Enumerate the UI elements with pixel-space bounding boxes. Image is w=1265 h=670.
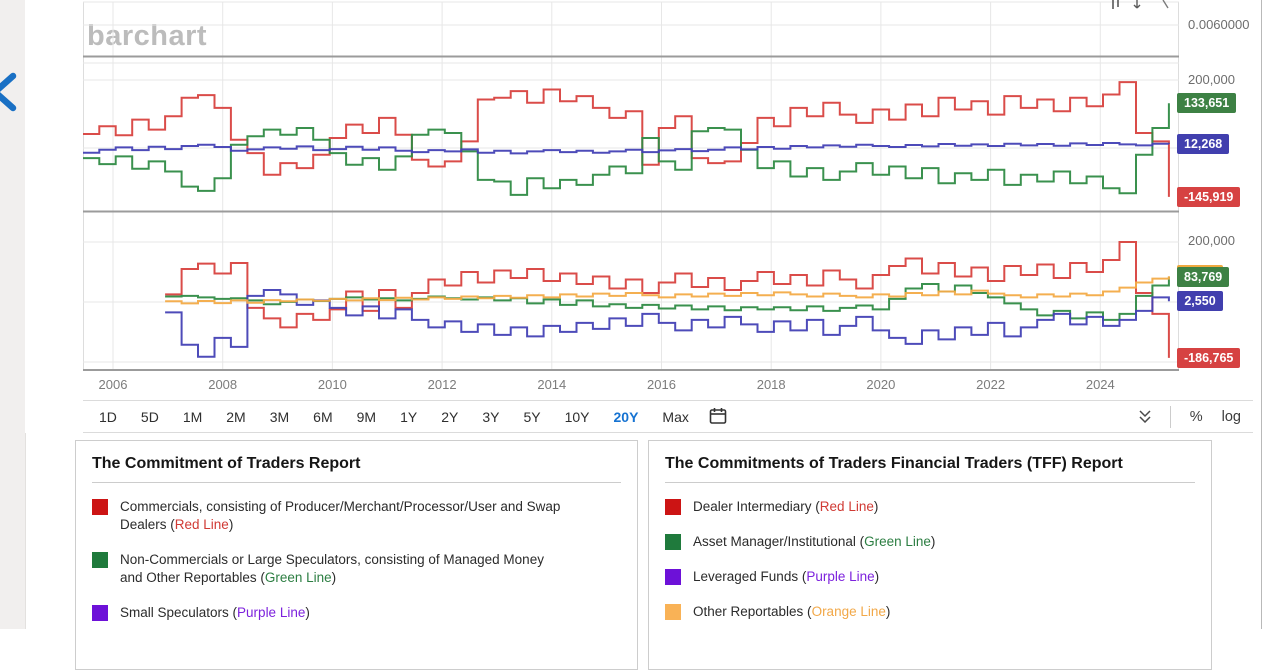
series-orange-line — [165, 276, 1170, 305]
legend-item: Leveraged Funds (Purple Line) — [665, 568, 1195, 586]
legend-line-name: Purple Line — [806, 569, 875, 584]
legend-line-name: Red Line — [174, 517, 229, 532]
x-axis-year-label: 2014 — [537, 377, 567, 392]
log-scale-button[interactable]: log — [1221, 408, 1241, 425]
series-purple-line — [83, 142, 1170, 155]
range-button-3y[interactable]: 3Y — [482, 408, 500, 425]
legend-item: Asset Manager/Institutional (Green Line) — [665, 533, 1195, 551]
legend-line-name: Orange Line — [811, 604, 886, 619]
card-title: The Commitments of Traders Financial Tra… — [665, 455, 1123, 472]
window-edge — [1261, 0, 1262, 629]
legend-swatch-icon — [92, 552, 108, 568]
cot-chart-canvas[interactable] — [83, 0, 1179, 372]
last-value-badge: 2,550 — [1177, 291, 1223, 312]
series-purple-line — [165, 289, 1170, 358]
collapse-chevrons-icon[interactable] — [1139, 410, 1151, 423]
series-red-line — [165, 241, 1170, 358]
x-axis-year-label: 2012 — [427, 377, 457, 392]
cot-legend-list: Commercials, consisting of Producer/Merc… — [92, 498, 621, 622]
legend-item-text: Leveraged Funds (Purple Line) — [693, 569, 880, 584]
range-button-9m[interactable]: 9M — [356, 408, 377, 425]
range-button-1y[interactable]: 1Y — [400, 408, 418, 425]
legend-item: Small Speculators (Purple Line) — [92, 604, 621, 622]
calendar-button[interactable] — [709, 407, 727, 427]
y-axis-label: 200,000 — [1188, 72, 1235, 88]
chart-widget: barchart 0.0060000 1D 5D 1M 2M 3M 6M 9M 1Y 2Y 3Y 5… — [25, 0, 1262, 433]
legend-item-text: Small Speculators (Purple Line) — [120, 605, 310, 620]
range-button-3m[interactable]: 3M — [269, 408, 290, 425]
legend-line-name: Red Line — [819, 499, 874, 514]
legend-swatch-icon — [665, 569, 681, 585]
card-title: The Commitment of Traders Report — [92, 455, 361, 472]
legend-swatch-icon — [665, 534, 681, 550]
last-value-badge: -186,765 — [1177, 347, 1241, 368]
legend-item: Commercials, consisting of Producer/Merc… — [92, 498, 621, 534]
x-axis-year-label: 2006 — [98, 377, 128, 392]
range-button-1d[interactable]: 1D — [99, 408, 117, 425]
x-axis-year-label: 2024 — [1085, 377, 1115, 392]
x-axis-year-label: 2022 — [976, 377, 1006, 392]
percent-scale-button[interactable]: % — [1189, 408, 1203, 425]
legend-item: Other Reportables (Orange Line) — [665, 603, 1195, 621]
legend-item-text: Other Reportables (Orange Line) — [693, 604, 891, 619]
calendar-icon — [709, 407, 727, 424]
legend-swatch-icon — [665, 604, 681, 620]
range-button-5d[interactable]: 5D — [140, 408, 159, 425]
last-value-badge: 133,651 — [1177, 93, 1237, 114]
tff-legend-list: Dealer Intermediary (Red Line) Asset Mana… — [665, 498, 1195, 621]
mini-axis-label: 0.0060000 — [1188, 17, 1250, 32]
x-axis-year-label: 2020 — [866, 377, 896, 392]
range-button-max[interactable]: Max — [662, 408, 689, 425]
range-button-6m[interactable]: 6M — [313, 408, 333, 425]
x-axis-year-label: 2008 — [208, 377, 238, 392]
legend-line-name: Purple Line — [237, 605, 306, 620]
series-green-line — [83, 103, 1170, 196]
back-chevron-icon[interactable] — [0, 72, 19, 112]
legend-swatch-icon — [665, 499, 681, 515]
legend-swatch-icon — [92, 499, 108, 515]
y-axis-label: 200,000 — [1188, 232, 1235, 248]
card-title-divider — [92, 482, 621, 483]
left-rail — [0, 0, 26, 629]
last-value-badge: 12,268 — [1177, 133, 1230, 154]
legend-item-text: Asset Manager/Institutional (Green Line) — [693, 534, 936, 549]
range-buttons: 1D 5D 1M 2M 3M 6M 9M 1Y 2Y 3Y 5Y 10Y 20Y Max — [83, 409, 699, 425]
toolbar-divider — [1169, 405, 1171, 428]
range-button-20y[interactable]: 20Y — [613, 408, 639, 425]
legend-line-name: Green Line — [864, 534, 931, 549]
legend-line-name: Green Line — [264, 570, 332, 585]
legend-item: Non-Commercials or Large Speculators, co… — [92, 551, 621, 587]
last-value-badge: 83,769 — [1177, 266, 1230, 287]
range-toolbar: 1D 5D 1M 2M 3M 6M 9M 1Y 2Y 3Y 5Y 10Y 20Y Max % log — [83, 400, 1253, 433]
range-button-2y[interactable]: 2Y — [441, 408, 459, 425]
legend-item-text: Dealer Intermediary (Red Line) — [693, 499, 879, 514]
last-value-badge: -145,919 — [1177, 186, 1241, 207]
cot-report-card: The Commitment of Traders Report Commerc… — [75, 440, 638, 670]
legend-item: Dealer Intermediary (Red Line) — [665, 498, 1195, 516]
partial-toolbar-icons — [1112, 0, 1169, 9]
x-axis-year-label: 2010 — [317, 377, 347, 392]
x-axis-year-label: 2018 — [756, 377, 786, 392]
legend-swatch-icon — [92, 605, 108, 621]
x-axis-year-label: 2016 — [647, 377, 676, 392]
legend-item-text: Non-Commercials or Large Speculators, co… — [120, 552, 544, 585]
card-title-divider — [665, 482, 1195, 483]
tff-report-card: The Commitments of Traders Financial Tra… — [648, 440, 1212, 670]
range-button-2m[interactable]: 2M — [226, 408, 246, 425]
series-red-line — [83, 81, 1170, 197]
toolbar-right-cluster: % log — [1139, 405, 1253, 428]
range-button-5y[interactable]: 5Y — [523, 408, 541, 425]
legend-item-text: Commercials, consisting of Producer/Merc… — [120, 499, 561, 532]
range-button-10y[interactable]: 10Y — [564, 408, 590, 425]
range-button-1m[interactable]: 1M — [182, 408, 203, 425]
